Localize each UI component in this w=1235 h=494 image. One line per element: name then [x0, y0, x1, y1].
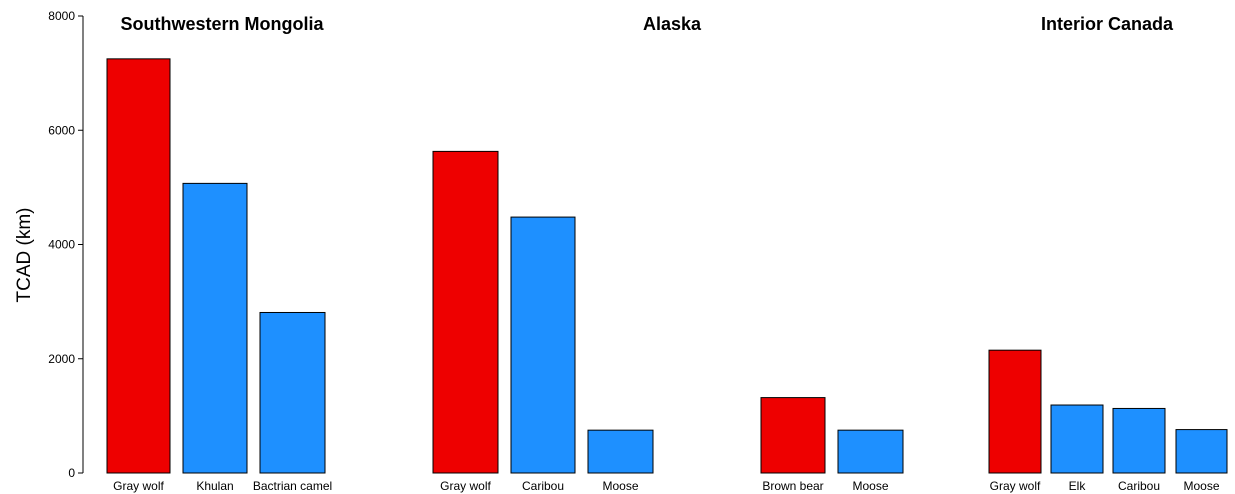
category-label: Moose [1183, 479, 1219, 493]
bar [988, 349, 1042, 474]
category-label: Caribou [1118, 479, 1160, 493]
bar [432, 150, 499, 474]
y-axis: 0 2000 4000 6000 8000 [48, 9, 84, 480]
bar [837, 429, 904, 474]
panel-title: Interior Canada [1041, 14, 1174, 34]
panel-title: Southwestern Mongolia [120, 14, 324, 34]
category-label: Khulan [196, 479, 233, 493]
category-labels: Gray wolf Khulan Bactrian camel Gray wolf Ca… [113, 479, 1220, 493]
category-label: Gray wolf [990, 479, 1041, 493]
bar [1112, 407, 1166, 474]
bar [1175, 429, 1228, 474]
bar [510, 216, 576, 474]
category-label: Gray wolf [113, 479, 164, 493]
bar [1050, 404, 1104, 474]
category-label: Bactrian camel [253, 479, 332, 493]
y-axis-label: TCAD (km) [14, 208, 35, 303]
bar [587, 429, 654, 474]
y-tick-label: 6000 [48, 123, 75, 137]
y-tick-label: 2000 [48, 352, 75, 366]
panel-title: Alaska [643, 14, 702, 34]
category-label: Caribou [522, 479, 564, 493]
y-tick-label: 0 [68, 466, 75, 480]
bar [106, 58, 171, 474]
y-tick-label: 4000 [48, 238, 75, 252]
bar [182, 182, 248, 474]
bar [259, 311, 326, 474]
category-label: Elk [1069, 479, 1087, 493]
category-label: Moose [852, 479, 888, 493]
category-label: Moose [602, 479, 638, 493]
bar [760, 397, 826, 474]
bars [106, 58, 1228, 474]
category-label: Gray wolf [440, 479, 491, 493]
panel-titles: Southwestern Mongolia Alaska Interior Cana… [120, 14, 1174, 34]
y-tick-label: 8000 [48, 9, 75, 23]
category-label: Brown bear [762, 479, 823, 493]
